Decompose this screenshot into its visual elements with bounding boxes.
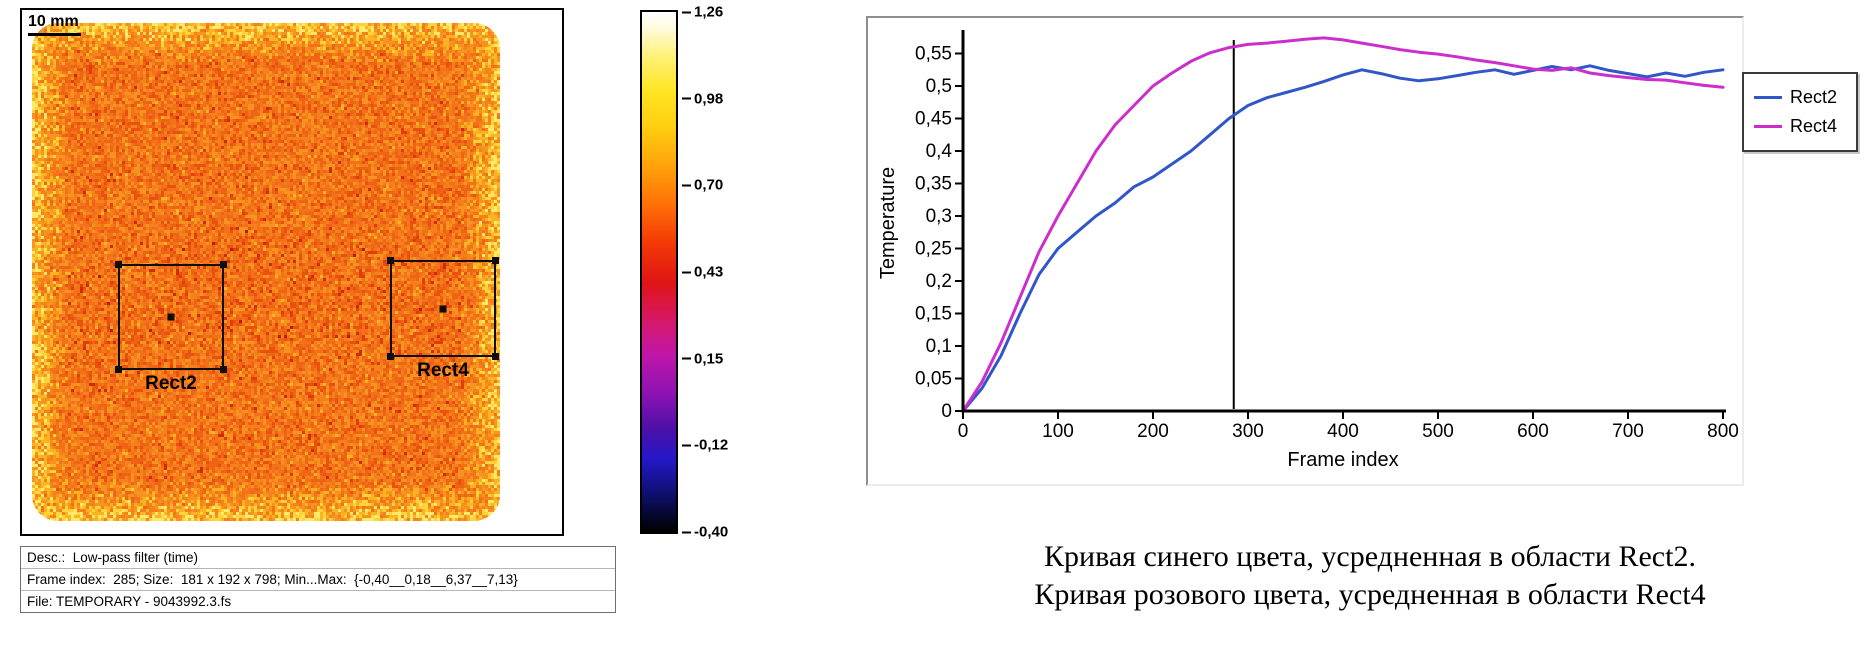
roi-corner-handle[interactable]	[387, 257, 394, 264]
y-tick-label: 0,1	[926, 336, 952, 357]
roi-rect2[interactable]: Rect2	[115, 261, 227, 394]
chart-region: 0 100 200 300 400 500 600 700 800 0 0,05 0,1 0,15 0,…	[866, 16, 1874, 667]
y-tick-label: 0,4	[926, 141, 953, 162]
x-tick-label: 100	[1042, 421, 1074, 442]
colorbar-tick-label: 0,70	[694, 176, 724, 194]
y-tick-label: 0,25	[915, 239, 952, 260]
y-tick-label: 0	[941, 401, 952, 422]
series-line-rect4	[961, 36, 1725, 413]
thermal-image[interactable]	[32, 23, 500, 521]
colorbar	[640, 10, 678, 534]
scale-bar: 10 mm	[28, 13, 81, 36]
legend-line-swatch-rect4	[1754, 125, 1782, 128]
x-tick-label: 300	[1232, 421, 1264, 442]
colorbar-tick-label: -0,12	[694, 436, 729, 454]
x-tick-label: 200	[1137, 421, 1169, 442]
series-group	[961, 36, 1725, 413]
status-desc: Desc.: Low-pass filter (time)	[27, 550, 199, 565]
y-axis-title: Temperature	[877, 167, 899, 279]
legend-label-rect4: Rect4	[1790, 116, 1838, 136]
x-ticks-group: 0 100 200 300 400 500 600 700 800	[958, 411, 1739, 442]
y-ticks-group: 0 0,05 0,1 0,15 0,2 0,25 0,3 0,35 0,4 0,45 0,5 0,55	[915, 44, 963, 422]
scale-bar-label: 10 mm	[28, 13, 79, 30]
roi-corner-handle[interactable]	[492, 353, 499, 360]
roi-corner-handle[interactable]	[387, 353, 394, 360]
x-tick-label: 500	[1422, 421, 1454, 442]
legend-item-rect2[interactable]: Rect2	[1754, 83, 1846, 112]
status-file: File: TEMPORARY - 9043992.3.fs	[21, 590, 615, 612]
colorbar-tick-label: 0,43	[694, 263, 724, 281]
colorbar-tick-label: 1,26	[694, 3, 724, 21]
y-tick-label: 0,15	[915, 304, 952, 325]
legend-item-rect4[interactable]: Rect4	[1754, 112, 1846, 141]
roi-corner-handle[interactable]	[115, 261, 122, 268]
y-tick-label: 0,45	[915, 109, 952, 130]
y-tick-label: 0,35	[915, 174, 952, 195]
roi-rect2-label: Rect2	[145, 373, 197, 394]
roi-corner-handle[interactable]	[220, 261, 227, 268]
figure-caption: Кривая синего цвета, усредненная в облас…	[866, 538, 1874, 614]
roi-corner-handle[interactable]	[220, 366, 227, 373]
x-tick-label: 800	[1707, 421, 1739, 442]
caption-line-2: Кривая розового цвета, усредненная в обл…	[1034, 578, 1706, 611]
colorbar-tick-label: -0,40	[694, 523, 729, 541]
roi-corner-handle[interactable]	[492, 257, 499, 264]
x-tick-label: 0	[958, 421, 969, 442]
legend-label-rect2: Rect2	[1790, 87, 1838, 107]
roi-center-marker	[439, 305, 447, 312]
y-tick-label: 0,3	[926, 206, 952, 227]
roi-center-marker	[167, 313, 175, 321]
caption-line-1: Кривая синего цвета, усредненная в облас…	[1044, 540, 1696, 573]
colorbar-scale: 1,26 0,98 0,70 0,43 0,15 -0,12 -0,40	[680, 4, 768, 541]
status-bar: Desc.: Low-pass filter (time) Frame inde…	[20, 546, 616, 613]
legend-line-swatch-rect2	[1754, 96, 1782, 99]
colorbar-tick-label: 0,15	[694, 350, 724, 368]
temperature-chart: 0 100 200 300 400 500 600 700 800 0 0,05 0,1 0,15 0,…	[877, 30, 1739, 471]
series-line-rect2	[961, 64, 1725, 413]
y-tick-label: 0,05	[915, 369, 952, 390]
y-tick-label: 0,55	[915, 44, 952, 65]
y-tick-label: 0,5	[926, 76, 952, 97]
thermal-image-frame: 10 mm Rect2 Rect4	[20, 8, 564, 536]
y-tick-label: 0,2	[926, 271, 952, 292]
roi-rect4[interactable]: Rect4	[387, 257, 499, 381]
legend: Rect2 Rect4	[1742, 72, 1858, 152]
x-tick-label: 600	[1517, 421, 1549, 442]
x-axis-title: Frame index	[1287, 449, 1398, 471]
x-tick-label: 700	[1612, 421, 1644, 442]
colorbar-tick-label: 0,98	[694, 90, 724, 108]
colorbar-panel: 1,26 0,98 0,70 0,43 0,15 -0,12 -0,40	[640, 4, 770, 541]
roi-rect4-label: Rect4	[417, 360, 469, 381]
status-frame-info: Frame index: 285; Size: 181 x 192 x 798;…	[21, 568, 615, 590]
chart-panel: 0 100 200 300 400 500 600 700 800 0 0,05 0,1 0,15 0,…	[866, 16, 1744, 486]
roi-corner-handle[interactable]	[115, 366, 122, 373]
x-tick-label: 400	[1327, 421, 1359, 442]
